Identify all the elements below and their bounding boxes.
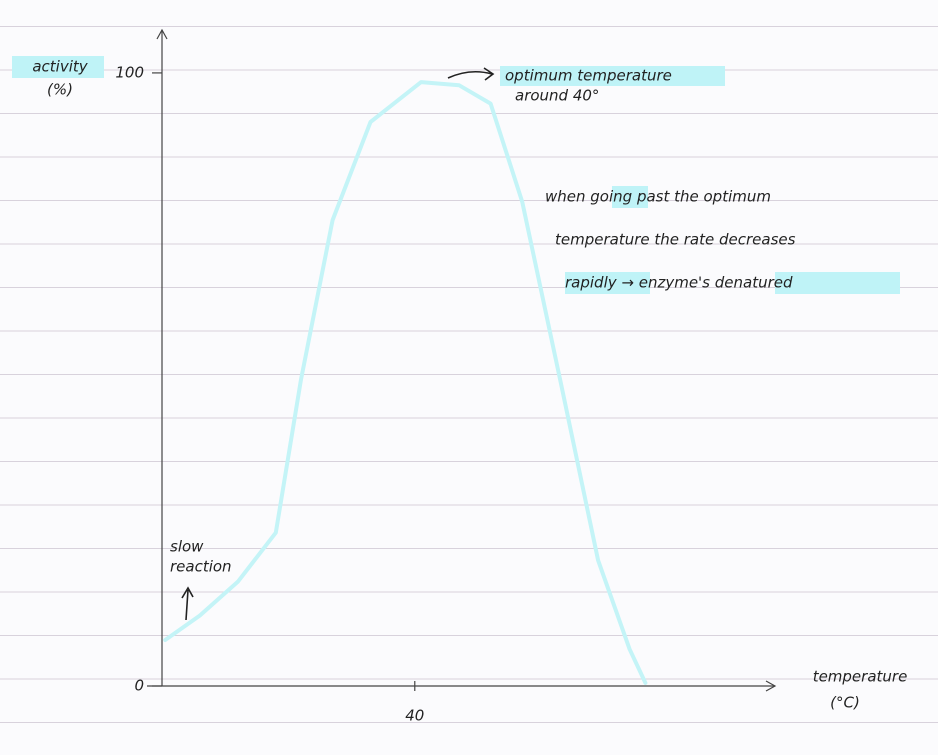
y-tick-label: 100: [115, 63, 144, 81]
annotation: slow: [170, 538, 204, 556]
y-tick-label: 0: [134, 677, 144, 695]
plot-area: 0 100 40: [115, 28, 777, 725]
annotation: reaction: [170, 558, 232, 576]
y-axis-arrow: [156, 28, 168, 40]
highlight: [12, 56, 104, 78]
x-axis-label: temperature: [813, 668, 908, 686]
y-axis-label: activity: [32, 58, 88, 76]
annotation-arrow: [181, 586, 194, 621]
annotation: optimum temperature: [505, 67, 672, 85]
highlight: [565, 272, 650, 294]
highlight: [612, 186, 648, 208]
annotation: around 40°: [515, 87, 599, 105]
y-axis-unit: (%): [47, 81, 73, 99]
x-axis-arrow: [765, 680, 777, 692]
data-line: [163, 80, 648, 685]
annotation: temperature the rate decreases: [555, 231, 796, 249]
annotation-arrow: [447, 67, 495, 81]
annotation: when going past the optimum: [545, 188, 771, 206]
annotation: rapidly → enzyme's denatured: [565, 274, 793, 292]
x-tick-label: 40: [405, 707, 424, 725]
x-axis-unit: (°C): [830, 694, 860, 712]
highlight: [775, 272, 900, 294]
highlight: [500, 66, 725, 86]
